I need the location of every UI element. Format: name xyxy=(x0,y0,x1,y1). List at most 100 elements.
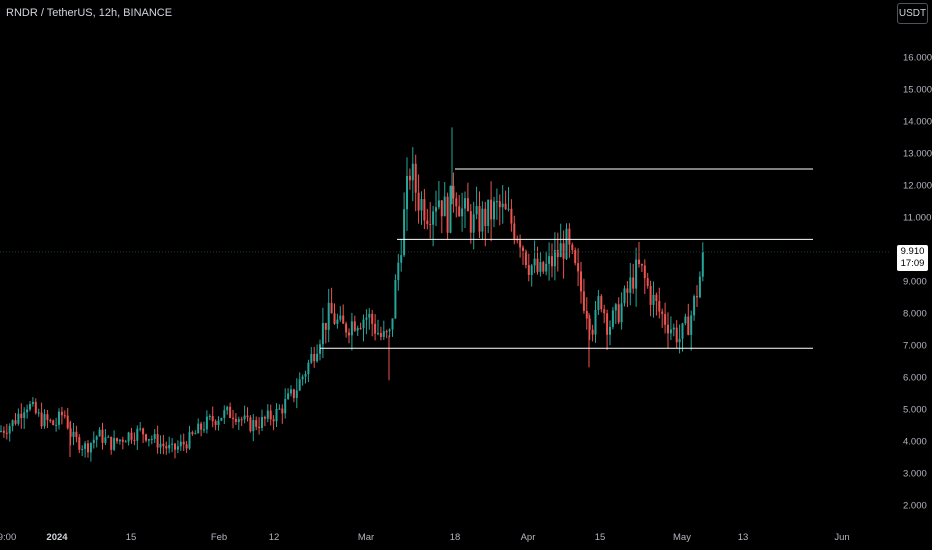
candle-body xyxy=(414,163,417,193)
candle-body xyxy=(156,434,159,448)
candle-body xyxy=(359,328,362,330)
candle-body xyxy=(519,240,522,248)
candle-body xyxy=(136,428,139,441)
candle-body xyxy=(635,259,638,289)
candle-body xyxy=(327,302,330,330)
candle-body xyxy=(217,420,220,426)
candle-body xyxy=(211,416,214,422)
candle-body xyxy=(290,389,292,394)
candle-body xyxy=(81,448,84,450)
candle-body xyxy=(292,389,295,398)
candle-body xyxy=(681,323,684,339)
currency-button[interactable]: USDT xyxy=(897,3,928,24)
candle-body xyxy=(559,243,562,258)
candle-body xyxy=(582,291,585,311)
candle-body xyxy=(127,432,130,442)
candle-body xyxy=(191,432,194,434)
candle-body xyxy=(617,304,620,323)
time-axis[interactable]: 9:00 2024 15 Feb 12 Mar 18 Apr 15 May 13 Jun xyxy=(0,532,850,543)
candle-body xyxy=(452,185,455,199)
candle-body xyxy=(104,437,107,443)
candle-body xyxy=(594,310,597,335)
candle-body xyxy=(356,328,359,331)
candle-body xyxy=(46,414,49,421)
y-tick-label: 16.000 xyxy=(903,53,932,64)
candle-body xyxy=(63,415,66,417)
candle-body xyxy=(600,296,603,310)
candle-body xyxy=(197,423,200,434)
candle-body xyxy=(466,198,469,212)
candle-body xyxy=(609,327,611,335)
candle-body xyxy=(580,271,582,292)
candle-body xyxy=(696,296,698,298)
candle-body xyxy=(240,419,243,421)
candle-body xyxy=(208,416,211,418)
candle-body xyxy=(98,429,101,437)
candle-body xyxy=(687,316,690,335)
candle-body xyxy=(507,208,510,210)
candle-body xyxy=(536,258,539,272)
candle-body xyxy=(548,256,551,264)
candle-body xyxy=(226,406,229,411)
candle-body xyxy=(437,200,440,208)
candle-body xyxy=(530,265,533,276)
candle-body xyxy=(272,419,275,422)
candle-body xyxy=(365,317,368,320)
candle-body xyxy=(527,265,530,276)
candle-body xyxy=(568,228,571,245)
candle-body xyxy=(26,409,29,413)
x-tick-label: 15 xyxy=(595,532,606,543)
x-tick-label: 15 xyxy=(126,532,137,543)
candle-body xyxy=(345,323,348,333)
candle-body xyxy=(371,313,374,324)
candle-body xyxy=(571,244,574,250)
candle-body xyxy=(78,437,81,450)
candle-body xyxy=(551,256,553,267)
candle-body xyxy=(179,441,182,447)
candle-body xyxy=(116,438,118,442)
candle-body xyxy=(40,412,43,427)
candle-body xyxy=(388,329,391,332)
candle-body xyxy=(339,315,342,320)
candle-body xyxy=(379,333,382,337)
candle-body xyxy=(69,428,72,437)
candle-body xyxy=(693,296,696,316)
candle-body xyxy=(588,318,591,330)
candle-body xyxy=(629,277,632,293)
candle-body xyxy=(539,262,542,272)
candle-body xyxy=(124,441,127,443)
candle-body xyxy=(368,313,371,318)
candle-body xyxy=(469,211,472,233)
candle-body xyxy=(313,353,316,362)
candle-body xyxy=(261,417,263,429)
x-tick-label: Feb xyxy=(211,532,227,543)
candle-body xyxy=(159,443,162,448)
candle-body xyxy=(385,331,388,333)
candle-body xyxy=(652,294,655,305)
y-tick-label: 14.000 xyxy=(903,117,932,128)
candle-body xyxy=(133,439,136,441)
x-tick-label: 13 xyxy=(738,532,749,543)
candle-body xyxy=(266,410,269,419)
candle-body xyxy=(420,199,423,211)
candle-body xyxy=(426,220,429,225)
candle-body xyxy=(513,223,516,239)
candle-body xyxy=(397,262,400,281)
candle-body xyxy=(391,318,394,330)
candle-body xyxy=(643,265,646,279)
candle-body xyxy=(449,185,452,233)
price-axis[interactable]: 16.000 15.000 14.000 13.000 12.000 11.000 9.00… xyxy=(903,53,932,512)
candle-body xyxy=(565,228,568,259)
candle-body xyxy=(626,288,629,293)
candle-body xyxy=(130,432,133,440)
candle-body xyxy=(524,250,527,266)
candle-body xyxy=(403,209,406,256)
candle-body xyxy=(701,251,704,277)
candle-body xyxy=(60,411,63,416)
candle-body xyxy=(443,196,446,217)
candle-body xyxy=(237,419,240,423)
candle-body xyxy=(661,311,664,315)
candle-body xyxy=(75,431,78,438)
